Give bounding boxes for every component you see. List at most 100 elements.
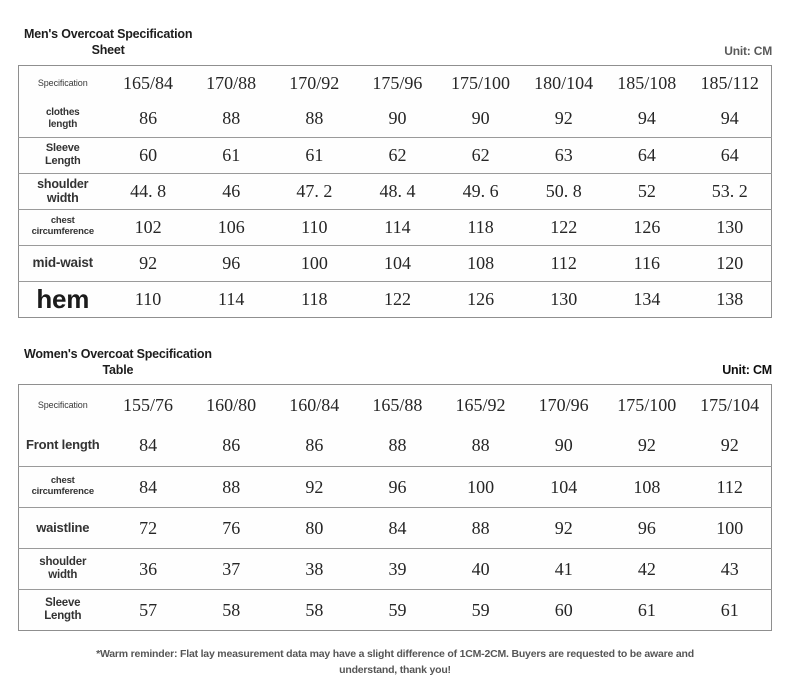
spec-value: 112 [550, 252, 577, 273]
spec-value: 84 [139, 476, 158, 497]
mens-title-line2: Sheet [91, 43, 125, 58]
spec-row: shoulder width 36 37 38 39 40 41 42 43 [18, 549, 772, 590]
spec-value: 122 [550, 216, 578, 237]
spec-value: 100 [716, 517, 744, 538]
size-column-header: 155/76 [123, 394, 174, 415]
spec-value: 84 [388, 517, 407, 538]
spec-value: 120 [716, 252, 744, 273]
spec-value: 64 [637, 144, 656, 165]
spec-value: 86 [222, 435, 241, 456]
size-column-header: 185/108 [617, 72, 677, 93]
measurement-row-label: clothes length [45, 107, 80, 130]
spec-value: 88 [222, 108, 241, 129]
spec-value: 39 [388, 558, 407, 579]
spec-value: 92 [305, 476, 324, 497]
spec-value: 86 [139, 108, 158, 129]
mens-unit-label: Unit: CM [724, 43, 772, 58]
spec-value: 47. 2 [296, 180, 333, 201]
measurement-row-label: Front length [26, 437, 100, 453]
spec-value: 92 [637, 435, 656, 456]
spec-row: mid-waist 92 96 100 104 108 112 116 120 [18, 245, 772, 281]
spec-value: 112 [716, 476, 743, 497]
womens-title-line1: Women's Overcoat Specification [24, 346, 212, 361]
spec-row: Sleeve Length 60 61 61 62 62 63 64 64 [18, 137, 772, 173]
spec-value: 76 [222, 517, 241, 538]
spec-row: Front length 84 86 86 88 88 90 92 92 [18, 426, 772, 467]
size-column-header: 175/100 [617, 394, 677, 415]
spec-value: 106 [217, 216, 245, 237]
spec-value: 88 [222, 476, 241, 497]
spec-row: shoulder width 44. 8 46 47. 2 48. 4 49. 6 50. 8… [18, 173, 772, 209]
spec-value: 108 [467, 252, 495, 273]
spec-value: 92 [720, 435, 739, 456]
spec-value: 138 [716, 288, 744, 309]
spec-value: 62 [388, 144, 407, 165]
spec-value: 43 [720, 558, 739, 579]
spec-value: 72 [139, 517, 158, 538]
measurement-row-label: shoulder width [39, 555, 87, 581]
spec-value: 100 [467, 476, 495, 497]
spec-value: 50. 8 [545, 180, 582, 201]
spec-value: 64 [720, 144, 739, 165]
measurement-row-label: Sleeve Length [44, 596, 82, 622]
mens-header-row: Specification 165/84 170/88 170/92 175/96 17… [19, 65, 772, 101]
spec-value: 90 [471, 108, 490, 129]
spec-value: 53. 2 [711, 180, 748, 201]
spec-value: 80 [305, 517, 324, 538]
size-column-header: 175/96 [372, 72, 423, 93]
size-column-header: 180/104 [534, 72, 594, 93]
spec-value: 46 [222, 180, 241, 201]
measurement-row-label: shoulder width [37, 176, 89, 205]
spec-row: chest circumference 84 88 92 96 100 104 108 112 [18, 467, 772, 508]
spec-value: 94 [637, 108, 656, 129]
spec-value: 94 [720, 108, 739, 129]
spec-value: 90 [388, 108, 407, 129]
mens-spec-table: Specification 165/84 170/88 170/92 175/96 17… [18, 64, 772, 318]
spec-value: 126 [633, 216, 661, 237]
spec-value: 36 [139, 558, 158, 579]
womens-unit-label: Unit: CM [722, 363, 772, 377]
spec-value: 118 [301, 288, 328, 309]
mens-section-header: Men's Overcoat Specification Sheet Unit:… [0, 0, 790, 63]
measurement-row-label: hem [36, 284, 90, 314]
spec-row: clothes length 86 88 88 90 90 92 94 94 [18, 101, 772, 137]
spec-value: 110 [301, 216, 328, 237]
spec-value: 60 [139, 144, 158, 165]
size-column-header: 165/84 [123, 72, 174, 93]
spec-value: 44. 8 [130, 180, 167, 201]
spec-value: 84 [139, 435, 158, 456]
spec-value: 58 [222, 599, 241, 620]
measurement-row-label: chest circumference [31, 475, 95, 497]
spec-value: 61 [222, 144, 241, 165]
measurement-row-label: chest circumference [31, 215, 95, 237]
size-column-header: 185/112 [700, 72, 759, 93]
spec-value: 118 [467, 216, 494, 237]
spec-value: 61 [637, 599, 656, 620]
spec-value: 61 [305, 144, 324, 165]
spec-value: 96 [637, 517, 656, 538]
spec-value: 52 [637, 180, 656, 201]
size-column-header: 160/80 [206, 394, 257, 415]
spec-value: 92 [139, 252, 158, 273]
spec-value: 37 [222, 558, 241, 579]
spec-value: 92 [554, 108, 573, 129]
spec-value: 122 [383, 288, 411, 309]
womens-table-title: Women's Overcoat Specification Table [24, 346, 212, 379]
spec-value: 88 [388, 435, 407, 456]
spec-value: 130 [550, 288, 578, 309]
womens-spec-table: Specification 155/76 160/80 160/84 165/88 16… [18, 384, 772, 631]
spec-value: 104 [383, 252, 411, 273]
spec-value: 40 [471, 558, 490, 579]
mens-title-line1: Men's Overcoat Specification [24, 27, 193, 41]
spec-value: 48. 4 [379, 180, 416, 201]
spec-value: 42 [637, 558, 656, 579]
spec-value: 110 [134, 288, 162, 309]
size-column-header: 160/84 [289, 394, 340, 415]
measurement-row-label: mid-waist [32, 255, 94, 271]
spec-value: 104 [550, 476, 578, 497]
spec-value: 88 [471, 435, 490, 456]
spec-value: 49. 6 [462, 180, 499, 201]
mens-table-title: Men's Overcoat Specification Sheet [24, 26, 192, 59]
spec-value: 63 [554, 144, 573, 165]
